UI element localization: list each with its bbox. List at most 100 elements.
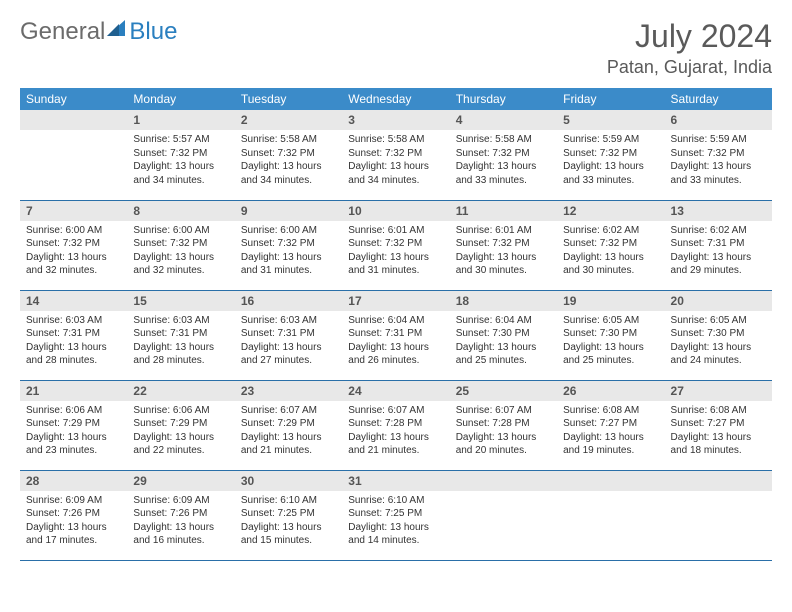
daylight-text: Daylight: 13 hours and 33 minutes.: [671, 160, 766, 187]
weekday-header: Thursday: [450, 88, 557, 110]
day-body: Sunrise: 5:59 AMSunset: 7:32 PMDaylight:…: [557, 130, 664, 193]
daylight-text: Daylight: 13 hours and 33 minutes.: [456, 160, 551, 187]
day-number: 2: [235, 110, 342, 130]
day-number: [557, 471, 664, 491]
day-number: 5: [557, 110, 664, 130]
day-number: 14: [20, 291, 127, 311]
sunset-text: Sunset: 7:25 PM: [241, 507, 336, 521]
sunset-text: Sunset: 7:29 PM: [26, 417, 121, 431]
sunrise-text: Sunrise: 6:04 AM: [348, 314, 443, 328]
sunrise-text: Sunrise: 6:05 AM: [563, 314, 658, 328]
daylight-text: Daylight: 13 hours and 29 minutes.: [671, 251, 766, 278]
daylight-text: Daylight: 13 hours and 18 minutes.: [671, 431, 766, 458]
sunset-text: Sunset: 7:32 PM: [348, 237, 443, 251]
daylight-text: Daylight: 13 hours and 31 minutes.: [241, 251, 336, 278]
sunset-text: Sunset: 7:32 PM: [241, 237, 336, 251]
daylight-text: Daylight: 13 hours and 32 minutes.: [133, 251, 228, 278]
calendar-cell: [665, 470, 772, 560]
sunset-text: Sunset: 7:30 PM: [563, 327, 658, 341]
day-number: [665, 471, 772, 491]
calendar-body: 1Sunrise: 5:57 AMSunset: 7:32 PMDaylight…: [20, 110, 772, 560]
sunrise-text: Sunrise: 6:07 AM: [241, 404, 336, 418]
header: General Blue July 2024 Patan, Gujarat, I…: [20, 18, 772, 78]
daylight-text: Daylight: 13 hours and 34 minutes.: [348, 160, 443, 187]
calendar-cell: 2Sunrise: 5:58 AMSunset: 7:32 PMDaylight…: [235, 110, 342, 200]
daylight-text: Daylight: 13 hours and 26 minutes.: [348, 341, 443, 368]
weekday-header: Monday: [127, 88, 234, 110]
sunset-text: Sunset: 7:26 PM: [26, 507, 121, 521]
calendar-week-row: 1Sunrise: 5:57 AMSunset: 7:32 PMDaylight…: [20, 110, 772, 200]
day-body: Sunrise: 6:08 AMSunset: 7:27 PMDaylight:…: [557, 401, 664, 464]
day-body: Sunrise: 6:03 AMSunset: 7:31 PMDaylight:…: [20, 311, 127, 374]
calendar-cell: [450, 470, 557, 560]
sunrise-text: Sunrise: 5:58 AM: [241, 133, 336, 147]
calendar-cell: 31Sunrise: 6:10 AMSunset: 7:25 PMDayligh…: [342, 470, 449, 560]
sunset-text: Sunset: 7:25 PM: [348, 507, 443, 521]
sunrise-text: Sunrise: 6:07 AM: [348, 404, 443, 418]
daylight-text: Daylight: 13 hours and 17 minutes.: [26, 521, 121, 548]
daylight-text: Daylight: 13 hours and 33 minutes.: [563, 160, 658, 187]
sunset-text: Sunset: 7:28 PM: [456, 417, 551, 431]
logo: General Blue: [20, 18, 177, 46]
calendar-cell: 6Sunrise: 5:59 AMSunset: 7:32 PMDaylight…: [665, 110, 772, 200]
location: Patan, Gujarat, India: [607, 57, 772, 78]
sunset-text: Sunset: 7:32 PM: [26, 237, 121, 251]
day-number: [20, 110, 127, 130]
sunset-text: Sunset: 7:30 PM: [456, 327, 551, 341]
day-number: 19: [557, 291, 664, 311]
month-title: July 2024: [607, 18, 772, 55]
day-body: Sunrise: 6:02 AMSunset: 7:31 PMDaylight:…: [665, 221, 772, 284]
day-body: Sunrise: 5:57 AMSunset: 7:32 PMDaylight:…: [127, 130, 234, 193]
sunrise-text: Sunrise: 5:58 AM: [348, 133, 443, 147]
calendar-header-row: Sunday Monday Tuesday Wednesday Thursday…: [20, 88, 772, 110]
day-number: 26: [557, 381, 664, 401]
day-number: 18: [450, 291, 557, 311]
sunrise-text: Sunrise: 6:10 AM: [348, 494, 443, 508]
day-number: 27: [665, 381, 772, 401]
sunset-text: Sunset: 7:31 PM: [133, 327, 228, 341]
sunrise-text: Sunrise: 6:02 AM: [563, 224, 658, 238]
calendar-cell: 20Sunrise: 6:05 AMSunset: 7:30 PMDayligh…: [665, 290, 772, 380]
daylight-text: Daylight: 13 hours and 25 minutes.: [563, 341, 658, 368]
sunrise-text: Sunrise: 6:03 AM: [26, 314, 121, 328]
daylight-text: Daylight: 13 hours and 28 minutes.: [133, 341, 228, 368]
daylight-text: Daylight: 13 hours and 24 minutes.: [671, 341, 766, 368]
day-body: Sunrise: 6:01 AMSunset: 7:32 PMDaylight:…: [342, 221, 449, 284]
daylight-text: Daylight: 13 hours and 19 minutes.: [563, 431, 658, 458]
sunrise-text: Sunrise: 5:59 AM: [563, 133, 658, 147]
calendar-cell: 5Sunrise: 5:59 AMSunset: 7:32 PMDaylight…: [557, 110, 664, 200]
sunset-text: Sunset: 7:31 PM: [26, 327, 121, 341]
sunset-text: Sunset: 7:29 PM: [241, 417, 336, 431]
sunset-text: Sunset: 7:27 PM: [671, 417, 766, 431]
day-body: Sunrise: 6:00 AMSunset: 7:32 PMDaylight:…: [20, 221, 127, 284]
sunrise-text: Sunrise: 6:09 AM: [26, 494, 121, 508]
calendar-cell: 21Sunrise: 6:06 AMSunset: 7:29 PMDayligh…: [20, 380, 127, 470]
calendar-cell: 26Sunrise: 6:08 AMSunset: 7:27 PMDayligh…: [557, 380, 664, 470]
daylight-text: Daylight: 13 hours and 21 minutes.: [241, 431, 336, 458]
day-body: Sunrise: 6:10 AMSunset: 7:25 PMDaylight:…: [342, 491, 449, 554]
day-body: Sunrise: 5:58 AMSunset: 7:32 PMDaylight:…: [342, 130, 449, 193]
day-number: 3: [342, 110, 449, 130]
day-number: 22: [127, 381, 234, 401]
daylight-text: Daylight: 13 hours and 28 minutes.: [26, 341, 121, 368]
calendar-cell: 25Sunrise: 6:07 AMSunset: 7:28 PMDayligh…: [450, 380, 557, 470]
calendar-cell: 30Sunrise: 6:10 AMSunset: 7:25 PMDayligh…: [235, 470, 342, 560]
calendar-cell: 24Sunrise: 6:07 AMSunset: 7:28 PMDayligh…: [342, 380, 449, 470]
day-number: 28: [20, 471, 127, 491]
sunset-text: Sunset: 7:30 PM: [671, 327, 766, 341]
day-body: Sunrise: 6:01 AMSunset: 7:32 PMDaylight:…: [450, 221, 557, 284]
weekday-header: Wednesday: [342, 88, 449, 110]
sunset-text: Sunset: 7:32 PM: [133, 237, 228, 251]
daylight-text: Daylight: 13 hours and 34 minutes.: [133, 160, 228, 187]
daylight-text: Daylight: 13 hours and 23 minutes.: [26, 431, 121, 458]
day-number: 13: [665, 201, 772, 221]
calendar-cell: 16Sunrise: 6:03 AMSunset: 7:31 PMDayligh…: [235, 290, 342, 380]
sunrise-text: Sunrise: 6:08 AM: [563, 404, 658, 418]
day-body: Sunrise: 6:03 AMSunset: 7:31 PMDaylight:…: [127, 311, 234, 374]
sunrise-text: Sunrise: 5:58 AM: [456, 133, 551, 147]
sunset-text: Sunset: 7:31 PM: [671, 237, 766, 251]
day-number: 25: [450, 381, 557, 401]
sunset-text: Sunset: 7:27 PM: [563, 417, 658, 431]
day-number: 21: [20, 381, 127, 401]
day-body: Sunrise: 5:58 AMSunset: 7:32 PMDaylight:…: [450, 130, 557, 193]
